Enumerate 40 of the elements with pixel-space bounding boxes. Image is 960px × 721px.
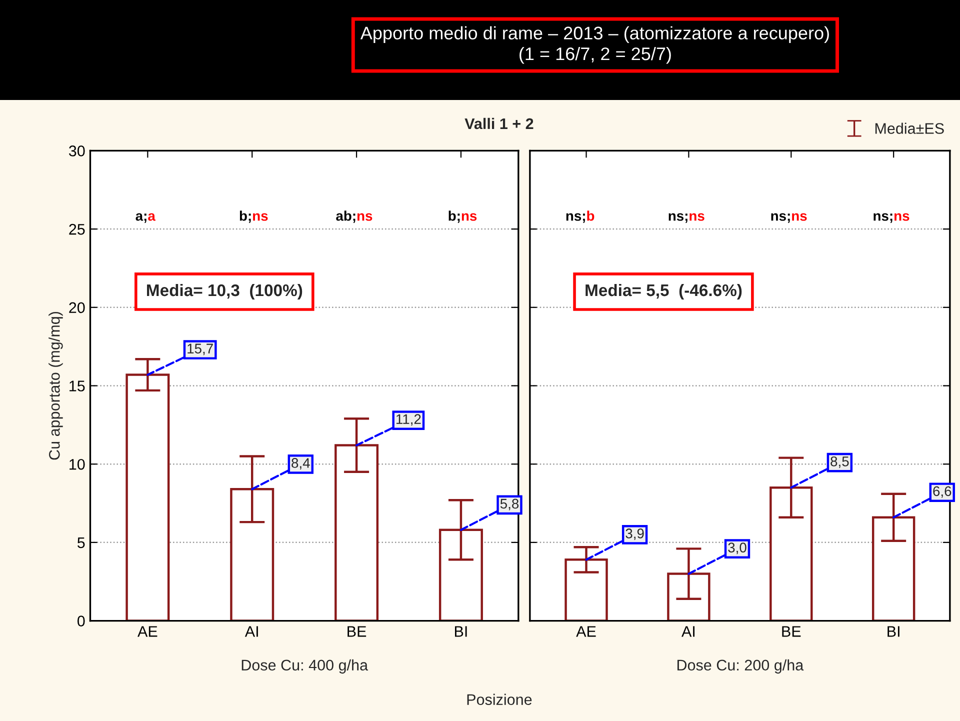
annotation: ab;ns [336, 210, 372, 223]
data-label: 6,6 [933, 486, 952, 498]
x-tick-label: BE [348, 626, 366, 637]
text: Posizione [467, 694, 532, 705]
x-tick-label: BI [888, 626, 900, 637]
y-tick-label: 25 [69, 224, 85, 235]
annotation: ns;b [566, 210, 594, 223]
data-label: 15,7 [188, 344, 213, 356]
x-axis-title: Dose Cu: 400 g/ha [242, 659, 368, 674]
y-tick-label: 15 [70, 380, 85, 392]
y-tick-label: 10 [70, 458, 85, 470]
y-axis-title: Cu apportato (mg/mq) [48, 312, 63, 460]
annotation: ns;ns [668, 213, 704, 223]
data-label: 11,2 [396, 414, 421, 426]
y-tick-label: 5 [77, 537, 85, 548]
annotation: ns;ns [771, 213, 807, 223]
annotation: b;ns [240, 210, 268, 223]
y-tick-label: 0 [77, 616, 85, 626]
x-tick-label: AE [576, 626, 596, 637]
annotation: Media= 5,5 (-46.6%) [586, 284, 742, 300]
legend-label: Media±ES [875, 122, 944, 134]
annotation: b;ns [448, 210, 477, 223]
data-label: 3,0 [728, 542, 746, 554]
x-axis-title: Dose Cu: 200 g/ha [677, 659, 804, 674]
text: Apporto medio di rame – 2013 – (atomizzatore a recupero) (1 = 16/7, 2 = 25/7) [360, 26, 829, 64]
chart-subtitle: Valli 1 + 2 [464, 118, 534, 130]
annotation: ns;ns [874, 213, 910, 223]
annotation: a;a [136, 213, 156, 223]
annotation: Media= 10,3 (100%) [147, 284, 302, 300]
data-label: 8,5 [830, 456, 849, 468]
x-tick-label: BI [455, 626, 467, 637]
data-label: 5,8 [500, 498, 519, 510]
data-label: 3,9 [626, 528, 644, 540]
x-tick-label: AI [682, 626, 695, 637]
data-label: 8,4 [292, 458, 310, 470]
x-tick-label: AE [138, 626, 158, 637]
x-tick-label: BE [782, 626, 801, 637]
y-tick-label: 30 [68, 146, 85, 156]
x-tick-label: AI [244, 626, 258, 637]
y-tick-label: 20 [69, 302, 85, 314]
